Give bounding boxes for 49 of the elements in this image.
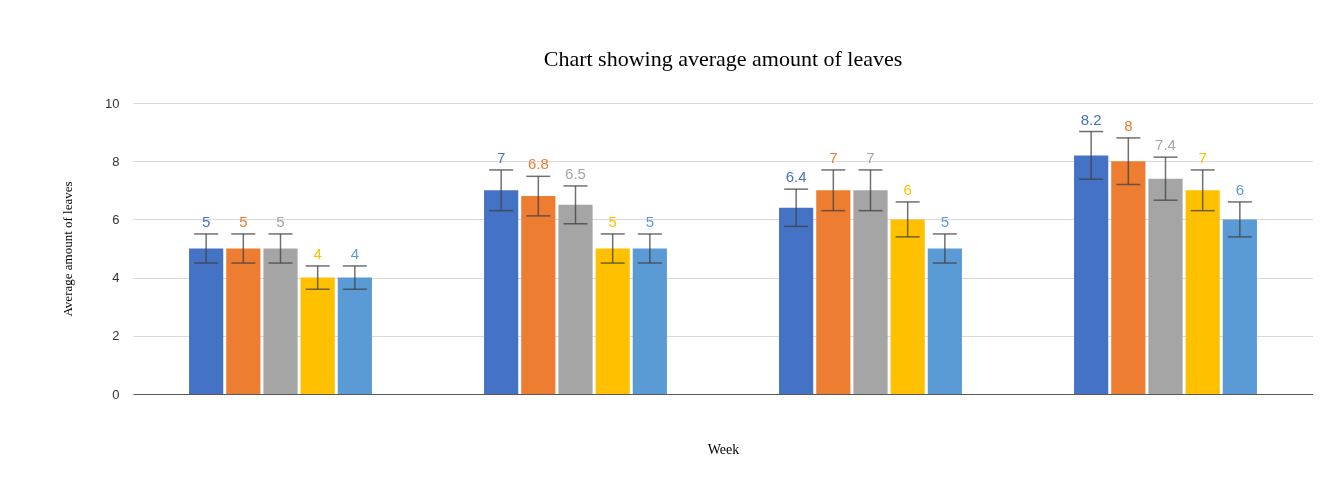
y-tick-label: 2	[112, 328, 120, 344]
data-label: 4	[313, 244, 322, 262]
bar	[558, 204, 593, 394]
bar	[595, 248, 630, 394]
bar	[779, 207, 814, 394]
x-axis-title: Week	[707, 441, 740, 457]
bar	[189, 248, 224, 394]
bar	[484, 190, 519, 394]
data-label: 7	[496, 148, 506, 166]
data-label: 8.2	[1080, 110, 1102, 128]
bar	[263, 248, 298, 394]
chart-title: Chart showing average amount of leaves	[543, 46, 903, 71]
data-label: 5	[608, 212, 617, 230]
bar	[337, 277, 372, 394]
data-label: 6	[903, 180, 912, 198]
bar	[927, 248, 962, 394]
bar	[1111, 161, 1146, 394]
data-label: 7.4	[1155, 136, 1176, 154]
bar	[816, 190, 851, 394]
y-tick-label: 8	[112, 153, 120, 169]
data-label: 5	[645, 212, 655, 230]
data-label: 8	[1124, 116, 1133, 134]
bar	[1185, 190, 1220, 394]
y-tick-label: 6	[112, 211, 120, 227]
y-tick-label: 0	[112, 386, 120, 402]
bar	[226, 248, 261, 394]
data-label: 7	[866, 148, 875, 166]
data-label: 5	[201, 212, 211, 230]
bar	[1074, 155, 1109, 394]
data-label: 6	[1235, 180, 1245, 198]
bar	[890, 219, 925, 394]
bar	[1222, 219, 1257, 394]
y-axis-title: Average amount of leaves	[60, 181, 76, 317]
y-tick-label: 10	[105, 95, 120, 111]
bar	[632, 248, 667, 394]
bar	[853, 190, 888, 394]
bar	[300, 277, 335, 394]
data-label: 5	[276, 212, 285, 230]
data-label: 4	[350, 244, 360, 262]
y-tick-label: 4	[112, 270, 120, 286]
bar	[1148, 178, 1183, 394]
data-label: 6.4	[785, 168, 807, 186]
data-label: 6.5	[565, 164, 586, 182]
data-label: 6.8	[527, 155, 549, 173]
bar	[521, 196, 556, 394]
data-label: 5	[239, 212, 248, 230]
data-label: 7	[1198, 148, 1207, 166]
data-label: 7	[829, 148, 838, 166]
data-label: 5	[940, 212, 950, 230]
